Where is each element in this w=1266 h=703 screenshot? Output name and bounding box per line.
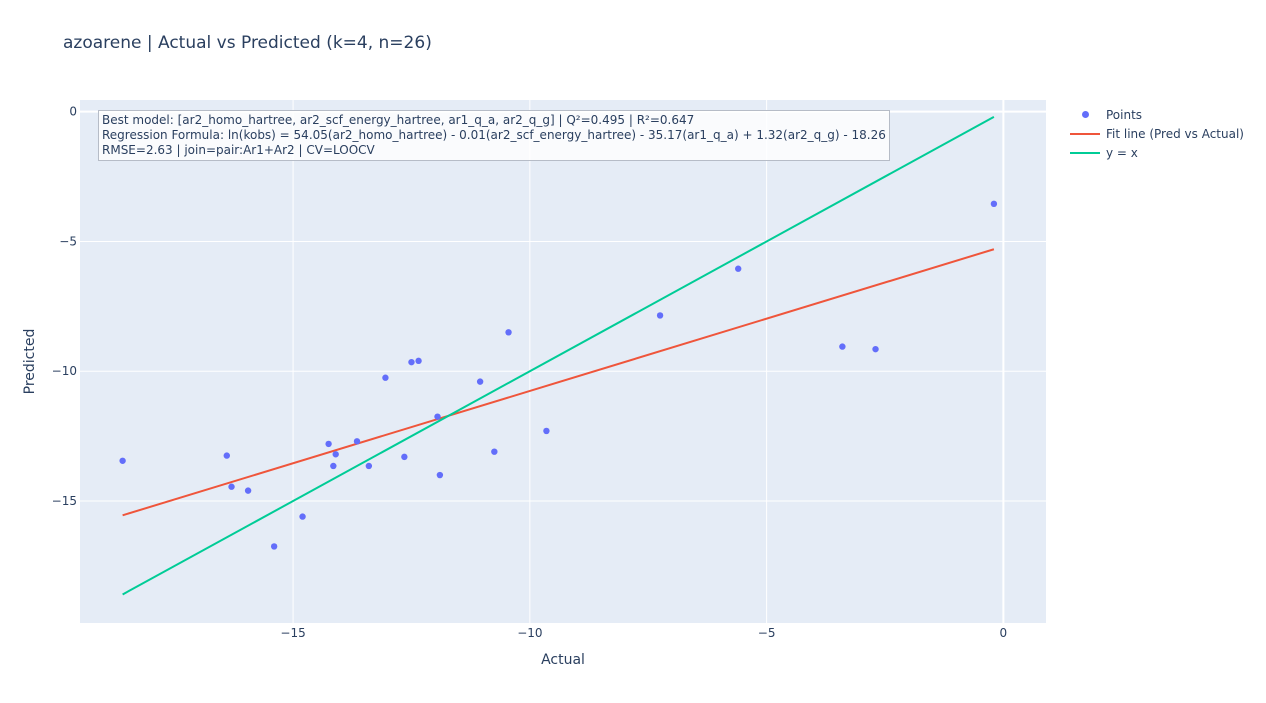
data-point[interactable] [382, 374, 389, 381]
data-point[interactable] [415, 357, 422, 365]
data-point[interactable] [434, 413, 441, 420]
x-tick-label: −10 [517, 626, 542, 640]
data-point[interactable] [491, 448, 498, 455]
data-point[interactable] [223, 452, 230, 459]
x-tick-label: −15 [280, 626, 305, 640]
legend-item-fit-line[interactable]: Fit line (Pred vs Actual) [1068, 124, 1244, 143]
data-point[interactable] [228, 483, 235, 490]
data-point[interactable] [436, 471, 444, 479]
data-point[interactable] [543, 427, 550, 435]
y-tick-label: −5 [59, 234, 77, 248]
data-point[interactable] [505, 329, 512, 336]
legend-item-points[interactable]: Points [1068, 105, 1244, 124]
y-tick-label: 0 [69, 105, 77, 119]
y-tick-label: −10 [52, 364, 77, 378]
data-point[interactable] [990, 200, 998, 208]
legend-label-fit-line: Fit line (Pred vs Actual) [1106, 126, 1244, 141]
data-point[interactable] [353, 438, 361, 445]
annotation-line-rmse: RMSE=2.63 | join=pair:Ar1+Ar2 | CV=LOOCV [102, 143, 375, 157]
series [119, 115, 998, 596]
fit-line [122, 248, 995, 517]
data-point[interactable] [325, 440, 332, 448]
legend-marker-icon [1068, 105, 1102, 124]
annotation-line-best-model: Best model: [ar2_homo_hartree, ar2_scf_e… [102, 113, 695, 127]
data-point[interactable] [656, 312, 664, 319]
data-point[interactable] [401, 453, 408, 461]
y-axis-title: Predicted [22, 329, 38, 395]
legend-item-identity-line[interactable]: y = x [1068, 143, 1244, 162]
chart-title: azoarene | Actual vs Predicted (k=4, n=2… [63, 33, 432, 53]
data-point[interactable] [365, 462, 373, 470]
model-annotation: Best model: [ar2_homo_hartree, ar2_scf_e… [98, 110, 890, 161]
legend-line-icon [1068, 124, 1102, 143]
tick-labels: −15 −10 −5 0 0 −5 −10 −15 [52, 105, 1008, 640]
y-tick-label: −15 [52, 494, 77, 508]
identity-line [122, 115, 995, 596]
x-tick-label: 0 [1000, 626, 1008, 640]
legend: Points Fit line (Pred vs Actual) y = x [1068, 105, 1244, 162]
data-point[interactable] [330, 462, 337, 470]
legend-label-identity-line: y = x [1106, 145, 1138, 160]
data-point[interactable] [299, 513, 306, 520]
data-point[interactable] [270, 543, 278, 550]
annotation-line-formula: Regression Formula: ln(kobs) = 54.05(ar2… [102, 128, 886, 142]
x-tick-label: −5 [758, 626, 776, 640]
data-point[interactable] [119, 457, 126, 464]
data-point[interactable] [839, 343, 846, 350]
legend-line-icon [1068, 143, 1102, 162]
data-point[interactable] [735, 265, 742, 272]
x-axis-title: Actual [541, 652, 585, 668]
data-point[interactable] [244, 487, 252, 494]
data-point[interactable] [332, 451, 339, 458]
data-point[interactable] [872, 345, 879, 353]
legend-label-points: Points [1106, 107, 1143, 122]
data-point[interactable] [408, 358, 415, 366]
plot-background [80, 100, 1046, 623]
data-point[interactable] [476, 378, 484, 385]
